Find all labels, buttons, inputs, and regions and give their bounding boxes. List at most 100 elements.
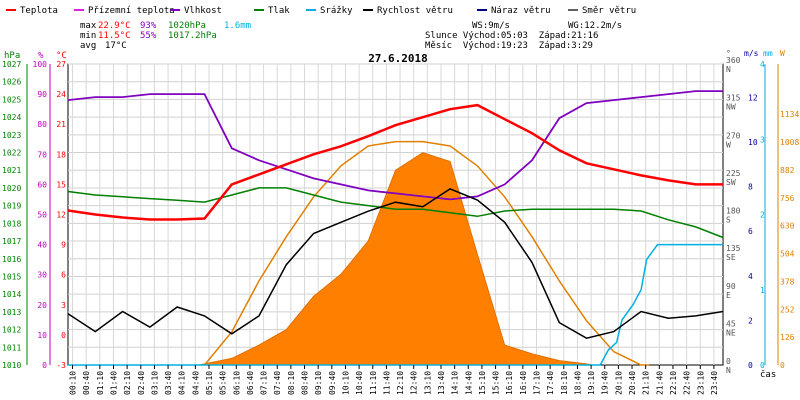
axis-title-hpa: hPa [4, 51, 20, 61]
x-tick-label: 14:10 [451, 371, 460, 395]
tick-label-hpa: 1019 [2, 202, 21, 211]
x-tick-label: 08:10 [287, 371, 296, 395]
tick-label-dir: 0 [726, 357, 731, 366]
tick-label-dir: 360 [726, 56, 741, 65]
x-tick-label: 03:40 [164, 371, 173, 395]
x-tick-label: 16:40 [519, 371, 528, 395]
tick-label-pct: 30 [37, 271, 47, 280]
x-tick-label: 14:40 [464, 371, 473, 395]
tick-label-dir-compass: SW [726, 178, 736, 187]
tick-label-degc: 18 [56, 150, 66, 159]
axis-title-wm2: W [780, 49, 785, 58]
series-solar-theoretical [203, 140, 650, 366]
tick-label-wm2: 252 [780, 305, 795, 314]
tick-label-wm2: 756 [780, 194, 795, 203]
tick-label-hpa: 1026 [2, 78, 21, 87]
tick-label-wm2: 630 [780, 222, 795, 231]
left-axes: hPa% °C1010101110121013101410151016101710… [2, 51, 67, 370]
x-tick-label: 20:10 [614, 371, 623, 395]
x-tick-label: 17:40 [546, 371, 555, 395]
stat-avg-label: avg [80, 41, 96, 51]
tick-label-dir-compass: W [726, 140, 731, 149]
tick-label-hpa: 1011 [2, 343, 21, 352]
tick-label-dir-compass: N [726, 366, 731, 375]
x-tick-label: 11:10 [369, 371, 378, 395]
legend-label: Přízemní teplota [88, 6, 175, 16]
legend-item: Teplota [6, 6, 58, 16]
x-tick-label: 10:40 [355, 371, 364, 395]
legend-label: Tlak [268, 6, 290, 16]
tick-label-hpa: 1025 [2, 95, 21, 104]
legend-label: Srážky [320, 6, 353, 16]
stats-block: max 22.9°C 93% 1020hPa 1.6mm min 11.5°C … [80, 21, 622, 51]
x-tick-label: 10:10 [341, 371, 350, 395]
tick-label-hpa: 1015 [2, 272, 21, 281]
x-tick-label: 22:10 [669, 371, 678, 395]
tick-label-degc: 24 [56, 90, 66, 99]
legend-item: Přízemní teplota [74, 6, 175, 16]
tick-label-pct: 70 [37, 150, 47, 159]
x-tick-label: 07:40 [273, 371, 282, 395]
stat-max-label: max [80, 21, 97, 31]
tick-label-mps: 2 [748, 316, 753, 325]
x-tick-label: 00:40 [82, 371, 91, 395]
tick-label-wm2: 504 [780, 250, 795, 259]
tick-label-degc: 12 [56, 211, 66, 220]
stat-avg-temp: 17°C [105, 41, 127, 51]
tick-label-degc: 27 [56, 60, 66, 69]
stat-min-label: min [80, 31, 96, 41]
x-tick-label: 19:10 [587, 371, 596, 395]
stat-sun: Slunce Východ:05:03 Západ:21:16 [425, 31, 598, 41]
tick-label-dir-compass: N [726, 65, 731, 74]
tick-label-dir-compass: SE [726, 253, 736, 262]
stat-max-hum: 93% [140, 21, 157, 31]
tick-label-dir: 225 [726, 169, 741, 178]
legend-swatch [254, 9, 264, 11]
tick-label-mm: 3 [760, 135, 765, 144]
axis-title-dir: ° [726, 49, 731, 58]
tick-label-degc: 9 [61, 241, 66, 250]
legend-label: Vlhkost [184, 6, 222, 16]
x-tick-label: 08:40 [301, 371, 310, 395]
legend-label: Náraz větru [491, 6, 551, 16]
tick-label-wm2: 378 [780, 277, 795, 286]
x-axis-label: čas [760, 369, 776, 380]
x-tick-label: 02:40 [137, 371, 146, 395]
x-tick-label: 21:10 [642, 371, 651, 395]
tick-label-wm2: 126 [780, 333, 795, 342]
legend-item: Vlhkost [170, 6, 222, 16]
x-tick-label: 11:40 [382, 371, 391, 395]
x-tick-label: 18:10 [560, 371, 569, 395]
x-tick-label: 13:10 [423, 371, 432, 395]
tick-label-dir-compass: NW [726, 103, 736, 112]
tick-label-pct: 60 [37, 180, 47, 189]
tick-label-wm2: 1134 [780, 110, 799, 119]
tick-label-dir: 180 [726, 207, 741, 216]
stat-max-rain: 1.6mm [224, 21, 251, 31]
tick-label-wm2: 882 [780, 166, 795, 175]
tick-label-mps: 4 [748, 272, 753, 281]
tick-label-pct: 0 [42, 361, 47, 370]
tick-label-dir: 315 [726, 94, 741, 103]
tick-label-mps: 8 [748, 183, 753, 192]
x-tick-label: 06:40 [246, 371, 255, 395]
legend-swatch [568, 9, 578, 11]
tick-label-pct: 10 [37, 331, 47, 340]
tick-label-degc: 3 [61, 301, 66, 310]
legend-swatch [363, 9, 373, 11]
axis-title-pct: % [38, 51, 44, 61]
x-tick-label: 04:10 [178, 371, 187, 395]
x-tick-label: 15:10 [478, 371, 487, 395]
stat-wind: WS:9m/s [472, 21, 510, 31]
tick-label-mps: 10 [748, 138, 758, 147]
tick-label-dir-compass: S [726, 216, 731, 225]
legend-item: Srážky [306, 6, 353, 16]
stat-max-press: 1020hPa [168, 21, 206, 31]
series-rain [68, 243, 723, 366]
series-temperature [67, 103, 723, 221]
tick-label-mm: 0 [760, 361, 765, 370]
x-tick-label: 21:40 [655, 371, 664, 395]
right-axes: ° m/s mm W0N45NE90E135SE180S225SW270W315NW3… [726, 49, 799, 375]
tick-label-mm: 4 [760, 60, 765, 69]
x-tick-label: 18:40 [573, 371, 582, 395]
